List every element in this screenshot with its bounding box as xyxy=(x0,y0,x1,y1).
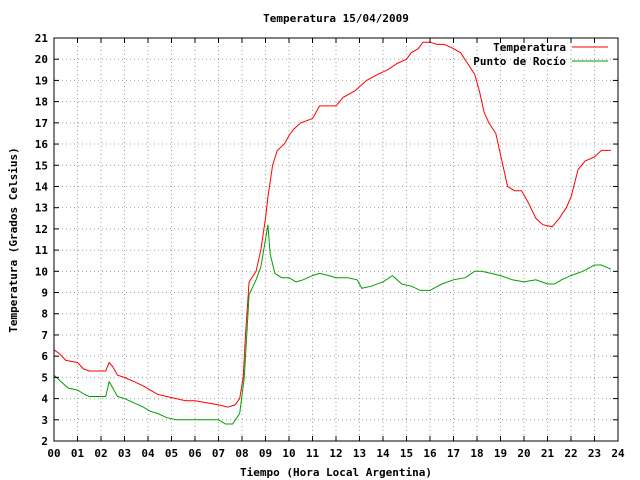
x-tick-label: 01 xyxy=(71,447,85,460)
x-tick-label: 16 xyxy=(423,447,437,460)
x-tick-label: 24 xyxy=(611,447,625,460)
x-tick-label: 08 xyxy=(235,447,248,460)
y-axis-label: Temperatura (Grados Celsius) xyxy=(7,147,20,332)
series-lines xyxy=(53,41,612,425)
series-line-punto-de-rocio xyxy=(53,224,612,425)
y-tick-label: 14 xyxy=(35,180,49,193)
y-tick-label: 9 xyxy=(41,287,48,300)
x-tick-label: 20 xyxy=(517,447,530,460)
x-tick-label: 05 xyxy=(165,447,178,460)
y-tick-label: 12 xyxy=(35,223,48,236)
x-tick-label: 17 xyxy=(447,447,460,460)
y-tick-label: 3 xyxy=(41,414,48,427)
x-tick-label: 07 xyxy=(212,447,225,460)
x-axis-label: Tiempo (Hora Local Argentina) xyxy=(240,466,432,479)
x-tick-label: 15 xyxy=(400,447,413,460)
y-tick-label: 18 xyxy=(35,96,48,109)
y-tick-label: 20 xyxy=(35,53,48,66)
x-tick-label: 22 xyxy=(564,447,577,460)
x-tick-label: 13 xyxy=(353,447,366,460)
x-tick-label: 03 xyxy=(118,447,131,460)
legend-label: Temperatura xyxy=(493,41,566,54)
x-tick-label: 09 xyxy=(259,447,272,460)
y-tick-label: 10 xyxy=(35,265,48,278)
x-tick-label: 11 xyxy=(306,447,320,460)
series-line-temperatura xyxy=(53,41,611,408)
x-tick-label: 04 xyxy=(141,447,155,460)
x-tick-label: 10 xyxy=(282,447,295,460)
y-tick-label: 21 xyxy=(35,32,49,45)
y-tick-label: 19 xyxy=(35,74,48,87)
y-tick-label: 8 xyxy=(41,308,48,321)
chart-title: Temperatura 15/04/2009 xyxy=(263,12,409,25)
grid-lines xyxy=(54,38,618,441)
x-tick-label: 06 xyxy=(188,447,202,460)
legend-label: Punto de Rocío xyxy=(473,55,566,68)
y-tick-label: 15 xyxy=(35,159,48,172)
y-tick-label: 13 xyxy=(35,202,48,215)
x-tick-label: 02 xyxy=(94,447,107,460)
x-tick-label: 19 xyxy=(494,447,507,460)
y-tick-label: 4 xyxy=(41,393,48,406)
y-tick-label: 2 xyxy=(41,435,48,448)
x-tick-label: 23 xyxy=(588,447,601,460)
y-tick-label: 7 xyxy=(41,329,48,342)
y-tick-label: 16 xyxy=(35,138,49,151)
x-tick-label: 14 xyxy=(376,447,390,460)
x-tick-label: 18 xyxy=(470,447,483,460)
y-tick-label: 11 xyxy=(35,244,49,257)
y-tick-label: 17 xyxy=(35,117,48,130)
y-tick-label: 5 xyxy=(41,371,48,384)
x-tick-label: 00 xyxy=(47,447,60,460)
x-tick-label: 21 xyxy=(541,447,555,460)
x-tick-label: 12 xyxy=(329,447,342,460)
y-tick-label: 6 xyxy=(41,350,48,363)
